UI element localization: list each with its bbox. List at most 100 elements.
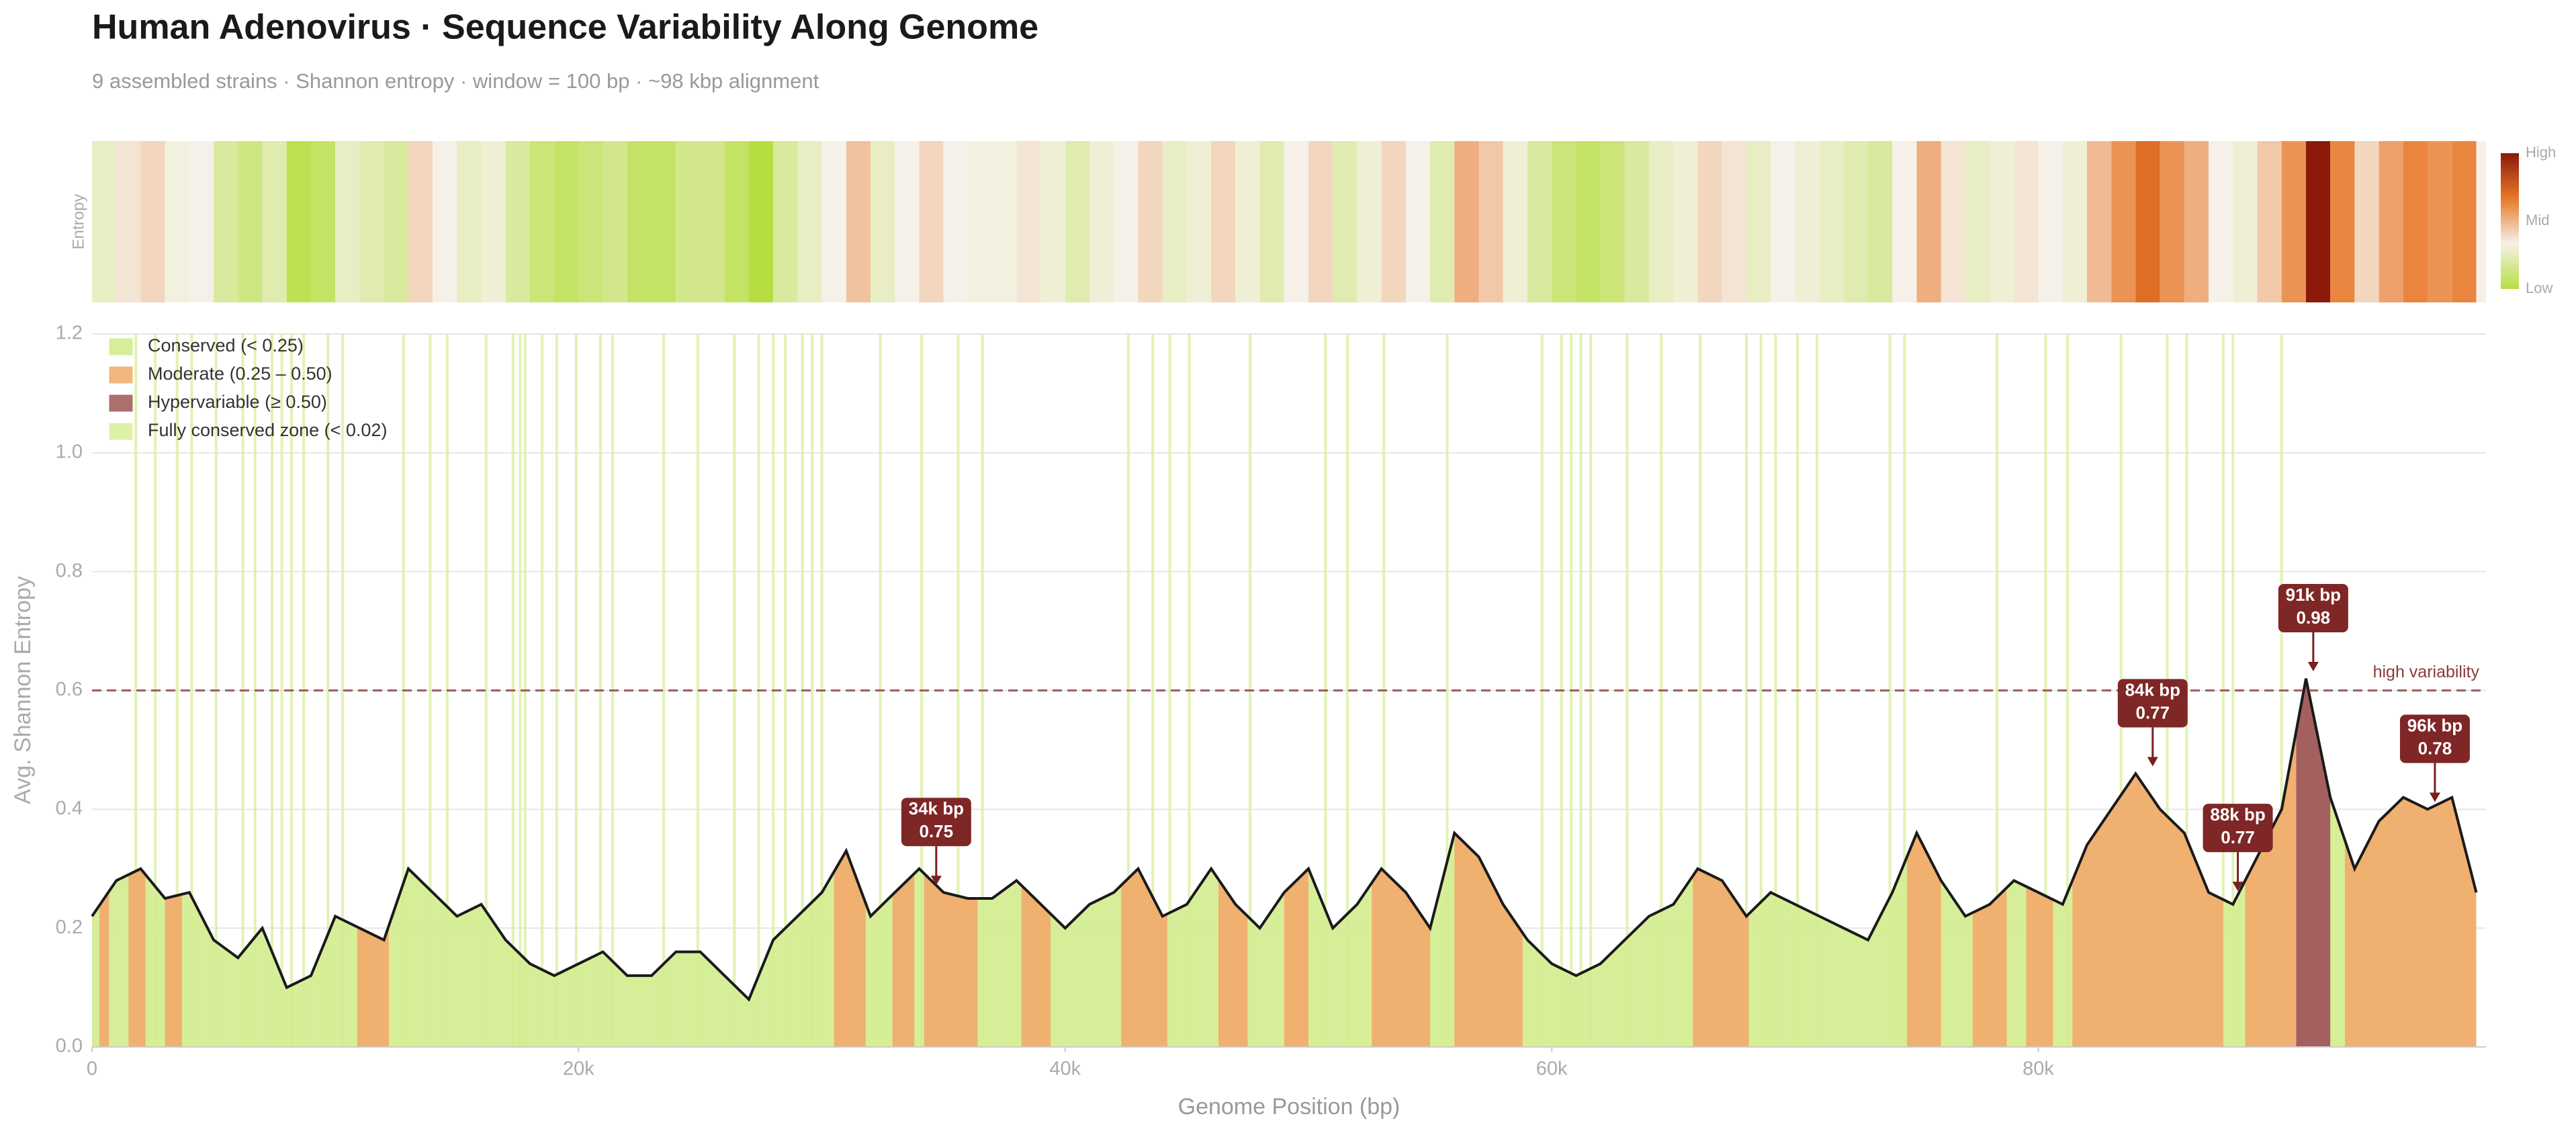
heatmap-cell bbox=[1308, 141, 1333, 302]
heatmap-cell bbox=[1235, 141, 1260, 302]
annotation-box bbox=[2203, 804, 2273, 853]
annotation-box bbox=[901, 798, 971, 847]
heatmap-cell bbox=[578, 141, 603, 302]
heatmap-cell bbox=[676, 141, 701, 302]
heatmap-cell bbox=[1868, 141, 1893, 302]
heatmap-cell bbox=[1503, 141, 1527, 302]
y-tick-label: 0.2 bbox=[56, 917, 83, 938]
heatmap-cell bbox=[919, 141, 944, 302]
annotation-text: 84k bp bbox=[2125, 679, 2180, 700]
heatmap-cell bbox=[1016, 141, 1041, 302]
heatmap-cell bbox=[1454, 141, 1479, 302]
y-tick-label: 0.4 bbox=[56, 798, 83, 819]
heatmap-cell bbox=[1065, 141, 1090, 302]
heatmap-cell bbox=[1600, 141, 1625, 302]
heatmap-cell bbox=[2135, 141, 2160, 302]
heatmap-cell bbox=[1259, 141, 1284, 302]
heatmap-cell bbox=[1965, 141, 1990, 302]
annotation-box bbox=[2399, 714, 2470, 763]
heatmap-cell bbox=[1284, 141, 1308, 302]
heatmap-cell bbox=[895, 141, 920, 302]
heatmap-cell bbox=[2014, 141, 2039, 302]
x-tick-label: 80k bbox=[2023, 1058, 2054, 1080]
heatmap-cell bbox=[2330, 141, 2355, 302]
annotation-arrowhead bbox=[2232, 882, 2244, 892]
chart-title: Human Adenovirus · Sequence Variability … bbox=[92, 8, 1038, 47]
heatmap-cell bbox=[1990, 141, 2014, 302]
y-axis-label: Avg. Shannon Entropy bbox=[10, 576, 36, 804]
heatmap-cell bbox=[140, 141, 165, 302]
heatmap-cell bbox=[1697, 141, 1722, 302]
heatmap-cell bbox=[1649, 141, 1674, 302]
heatmap-cell bbox=[1478, 141, 1503, 302]
heatmap-cell bbox=[943, 141, 968, 302]
entropy-line bbox=[91, 678, 2478, 1002]
annotation-arrowhead bbox=[930, 876, 942, 886]
heatmap-cell bbox=[92, 141, 117, 302]
legend-swatch bbox=[109, 366, 133, 384]
legend-swatch bbox=[109, 394, 133, 412]
heatmap-cell bbox=[871, 141, 895, 302]
heatmap-cell bbox=[821, 141, 846, 302]
legend-label: Conserved (< 0.25) bbox=[148, 335, 304, 355]
heatmap-label: Entropy bbox=[69, 194, 87, 250]
heatmap-cell bbox=[2452, 141, 2477, 302]
heatmap-cell bbox=[1819, 141, 1844, 302]
heatmap-cell bbox=[1892, 141, 1917, 302]
legend-swatch bbox=[109, 423, 133, 440]
heatmap-cell bbox=[214, 141, 238, 302]
annotation-arrowhead bbox=[2147, 757, 2158, 767]
heatmap-cell bbox=[116, 141, 141, 302]
heatmap-cell bbox=[1333, 141, 1358, 302]
heatmap-cell bbox=[1527, 141, 1552, 302]
heatmap-cell bbox=[505, 141, 530, 302]
heatmap-cell bbox=[2305, 141, 2331, 302]
heatmap-cell bbox=[1552, 141, 1576, 302]
heatmap-cell bbox=[1430, 141, 1455, 302]
threshold-label: high variability bbox=[2373, 663, 2480, 681]
annotation-text: 0.75 bbox=[920, 821, 954, 841]
annotation-box bbox=[2117, 679, 2188, 728]
heatmap-cell bbox=[2087, 141, 2112, 302]
heatmap-cell bbox=[1843, 141, 1869, 302]
x-tick-label: 40k bbox=[1049, 1058, 1081, 1080]
heatmap-cell bbox=[262, 141, 287, 302]
heatmap-cell bbox=[2184, 141, 2209, 302]
x-tick-label: 60k bbox=[1536, 1058, 1568, 1080]
heatmap-cell bbox=[1916, 141, 1941, 302]
heatmap-cell bbox=[2476, 141, 2486, 302]
heatmap-cell bbox=[2403, 141, 2428, 302]
heatmap-cell bbox=[1040, 141, 1065, 302]
colorbar-label: High bbox=[2526, 144, 2556, 161]
heatmap-cell bbox=[797, 141, 822, 302]
heatmap-cell bbox=[2379, 141, 2403, 302]
heatmap-cell bbox=[1771, 141, 1795, 302]
heatmap-cell bbox=[457, 141, 482, 302]
heatmap-cell bbox=[335, 141, 360, 302]
legend-label: Fully conserved zone (< 0.02) bbox=[148, 420, 387, 440]
legend-label: Moderate (0.25 – 0.50) bbox=[148, 364, 332, 384]
heatmap-cell bbox=[992, 141, 1017, 302]
heatmap-cell bbox=[652, 141, 676, 302]
y-tick-label: 0.0 bbox=[56, 1036, 83, 1057]
heatmap-cell bbox=[627, 141, 652, 302]
heatmap-cell bbox=[1357, 141, 1382, 302]
annotation-text: 0.77 bbox=[2221, 827, 2255, 847]
heatmap-cell bbox=[2257, 141, 2282, 302]
heatmap-cell bbox=[967, 141, 993, 302]
colorbar-label: Mid bbox=[2526, 212, 2549, 228]
annotation-text: 91k bp bbox=[2286, 585, 2341, 605]
colorbar bbox=[2501, 153, 2519, 289]
chart-subtitle: 9 assembled strains · Shannon entropy · … bbox=[92, 69, 819, 93]
annotation-text: 88k bp bbox=[2210, 804, 2265, 825]
heatmap-cell bbox=[2062, 141, 2087, 302]
heatmap-cell bbox=[189, 141, 214, 302]
heatmap-cell bbox=[529, 141, 555, 302]
x-tick-label: 0 bbox=[87, 1058, 97, 1080]
annotation-text: 0.78 bbox=[2418, 738, 2452, 758]
heatmap-cell bbox=[1576, 141, 1601, 302]
heatmap-cell bbox=[748, 141, 774, 302]
heatmap-cell bbox=[1162, 141, 1187, 302]
heatmap-cell bbox=[2209, 141, 2233, 302]
